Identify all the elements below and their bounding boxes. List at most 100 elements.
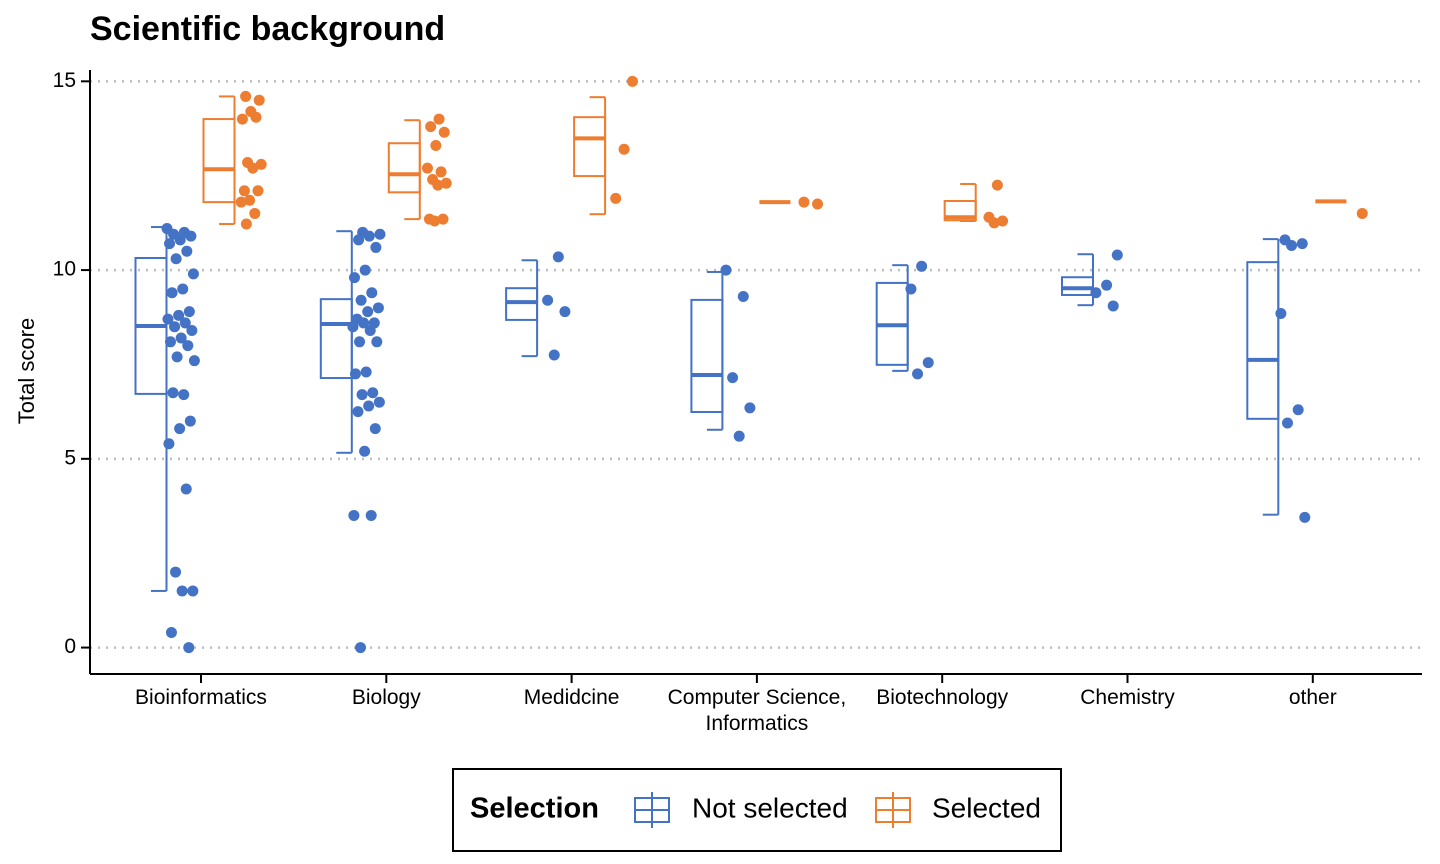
x-tick-label: other — [1288, 686, 1337, 709]
data-point — [997, 215, 1009, 227]
box — [387, 142, 421, 194]
data-point — [429, 215, 441, 227]
data-point — [170, 253, 182, 265]
data-point — [165, 626, 177, 638]
data-point — [432, 179, 444, 191]
data-point — [373, 396, 385, 408]
data-point — [347, 321, 359, 333]
data-point — [366, 287, 378, 299]
data-point — [174, 423, 186, 435]
data-point — [1101, 279, 1113, 291]
data-point — [180, 483, 192, 495]
data-point — [360, 366, 372, 378]
data-point — [162, 313, 174, 325]
data-point — [356, 389, 368, 401]
data-point — [183, 642, 195, 654]
data-point — [236, 113, 248, 125]
box — [319, 298, 353, 380]
data-point — [438, 126, 450, 138]
data-point — [610, 192, 622, 204]
data-point — [374, 228, 386, 240]
y-tick-label: 5 — [64, 446, 76, 469]
data-point — [363, 230, 375, 242]
data-point — [240, 90, 252, 102]
data-point — [167, 387, 179, 399]
data-point — [430, 140, 442, 151]
data-point — [367, 387, 379, 399]
data-point — [169, 321, 181, 333]
data-point — [166, 287, 178, 299]
data-point — [1292, 404, 1304, 416]
legend-title: Selection — [470, 793, 599, 825]
data-point — [372, 302, 384, 314]
data-point — [440, 177, 452, 189]
data-point — [421, 162, 433, 174]
data-point — [991, 179, 1003, 191]
data-point — [744, 402, 756, 414]
y-axis-label: Total score — [14, 318, 39, 424]
data-point — [905, 283, 917, 295]
box — [1246, 261, 1280, 420]
data-point — [916, 260, 928, 272]
chart-title: Scientific background — [90, 10, 445, 48]
data-point — [363, 400, 375, 412]
data-point — [720, 264, 732, 276]
box — [202, 118, 236, 204]
data-point — [627, 75, 638, 87]
data-point — [170, 566, 182, 578]
data-point — [425, 121, 437, 133]
data-point — [437, 213, 449, 225]
data-point — [435, 166, 447, 178]
data-point — [249, 207, 261, 219]
data-point — [552, 251, 564, 263]
data-point — [188, 355, 200, 367]
y-tick-label: 0 — [64, 635, 76, 658]
data-point — [548, 349, 560, 361]
data-point — [542, 294, 554, 306]
data-point — [988, 217, 1000, 229]
data-point — [733, 430, 745, 442]
data-point — [164, 336, 176, 348]
data-point — [359, 264, 371, 276]
data-point — [247, 162, 259, 174]
data-point — [618, 143, 630, 155]
data-point — [164, 238, 176, 250]
data-point — [253, 94, 265, 106]
data-point — [186, 324, 198, 336]
data-point — [1296, 238, 1308, 250]
data-point — [174, 234, 186, 246]
data-point — [171, 351, 183, 363]
data-point — [354, 336, 366, 348]
data-point — [255, 158, 267, 170]
y-tick-label: 15 — [53, 69, 76, 92]
data-point — [371, 336, 383, 348]
legend-box — [452, 768, 1062, 852]
data-point — [173, 309, 185, 321]
data-point — [238, 185, 250, 197]
data-point — [359, 445, 371, 457]
data-point — [358, 317, 370, 329]
data-point — [250, 111, 262, 123]
legend-label: Not selected — [692, 792, 848, 823]
data-point — [185, 230, 197, 242]
data-point — [349, 368, 361, 380]
data-point — [1090, 287, 1102, 299]
x-tick-label: Computer Science, Informatics — [667, 686, 847, 735]
data-point — [1299, 511, 1311, 523]
data-point — [433, 113, 445, 125]
x-tick-label: Biology — [351, 686, 421, 709]
data-point — [798, 196, 810, 208]
data-point — [355, 642, 367, 654]
data-point — [1275, 307, 1287, 319]
data-point — [922, 357, 934, 369]
data-point — [348, 509, 360, 521]
data-point — [737, 291, 749, 302]
data-point — [912, 368, 924, 380]
data-point — [252, 185, 264, 197]
x-tick-label: Biotechnology — [876, 686, 1009, 709]
data-point — [362, 306, 374, 318]
data-point — [184, 415, 196, 427]
box — [1061, 276, 1094, 296]
